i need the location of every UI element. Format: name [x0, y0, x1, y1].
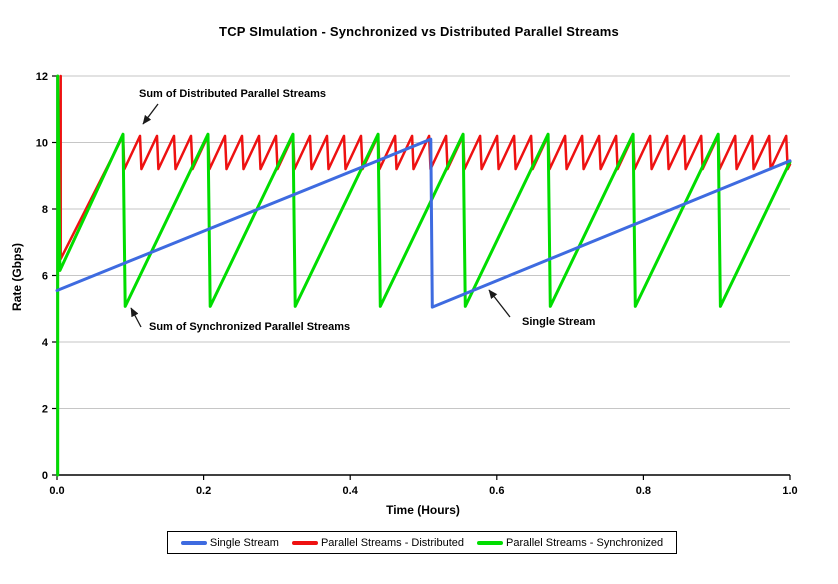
legend-entry-single-stream: Single Stream: [180, 536, 279, 549]
x-axis-title: Time (Hours): [386, 503, 460, 517]
x-tick-label: 0.6: [489, 485, 504, 497]
x-tick-label: 0.8: [636, 485, 651, 497]
chart-title: TCP SImulation - Synchronized vs Distrib…: [219, 24, 619, 39]
series-line-parallel-streams-synchronized: [56, 74, 792, 477]
legend-label-distributed: Parallel Streams - Distributed: [320, 536, 465, 549]
x-tick-label: 0.4: [343, 485, 359, 497]
arrow-to-synchronized-curve: [130, 307, 142, 328]
y-tick-label: 2: [42, 404, 48, 416]
x-tick-label: 1.0: [782, 485, 797, 497]
y-tick-label: 8: [42, 204, 48, 216]
annotation-single-stream: Single Stream: [522, 316, 596, 328]
y-tick-label: 4: [42, 337, 49, 349]
x-tick-label: 0.0: [49, 485, 64, 497]
arrow-to-distributed-curve: [142, 103, 159, 125]
arrow-to-single-stream-curve: [488, 289, 511, 318]
annotation-sum-synchronized: Sum of Synchronized Parallel Streams: [149, 321, 351, 333]
series-line-parallel-streams-distributed: [59, 74, 792, 261]
y-tick-label: 6: [42, 271, 48, 283]
legend-entry-synchronized: Parallel Streams - Synchronized: [477, 537, 663, 549]
y-tick-label: 12: [36, 71, 48, 83]
legend-entry-distributed: Parallel Streams - Distributed: [291, 536, 465, 549]
legend: Single Stream Parallel Streams - Distrib…: [167, 531, 677, 554]
x-tick-label: 0.2: [196, 485, 211, 497]
y-tick-label: 0: [42, 470, 48, 482]
y-tick-label: 10: [36, 138, 48, 150]
legend-label-synchronized: Parallel Streams - Synchronized: [506, 536, 664, 549]
distributed-line-swatch: [291, 540, 318, 545]
annotation-sum-distributed: Sum of Distributed Parallel Streams: [139, 88, 327, 100]
single-stream-line-swatch: [180, 540, 207, 545]
series-line-single-stream: [55, 137, 792, 309]
legend-label-single-stream: Single Stream: [209, 536, 279, 549]
synchronized-line-swatch: [477, 540, 504, 545]
